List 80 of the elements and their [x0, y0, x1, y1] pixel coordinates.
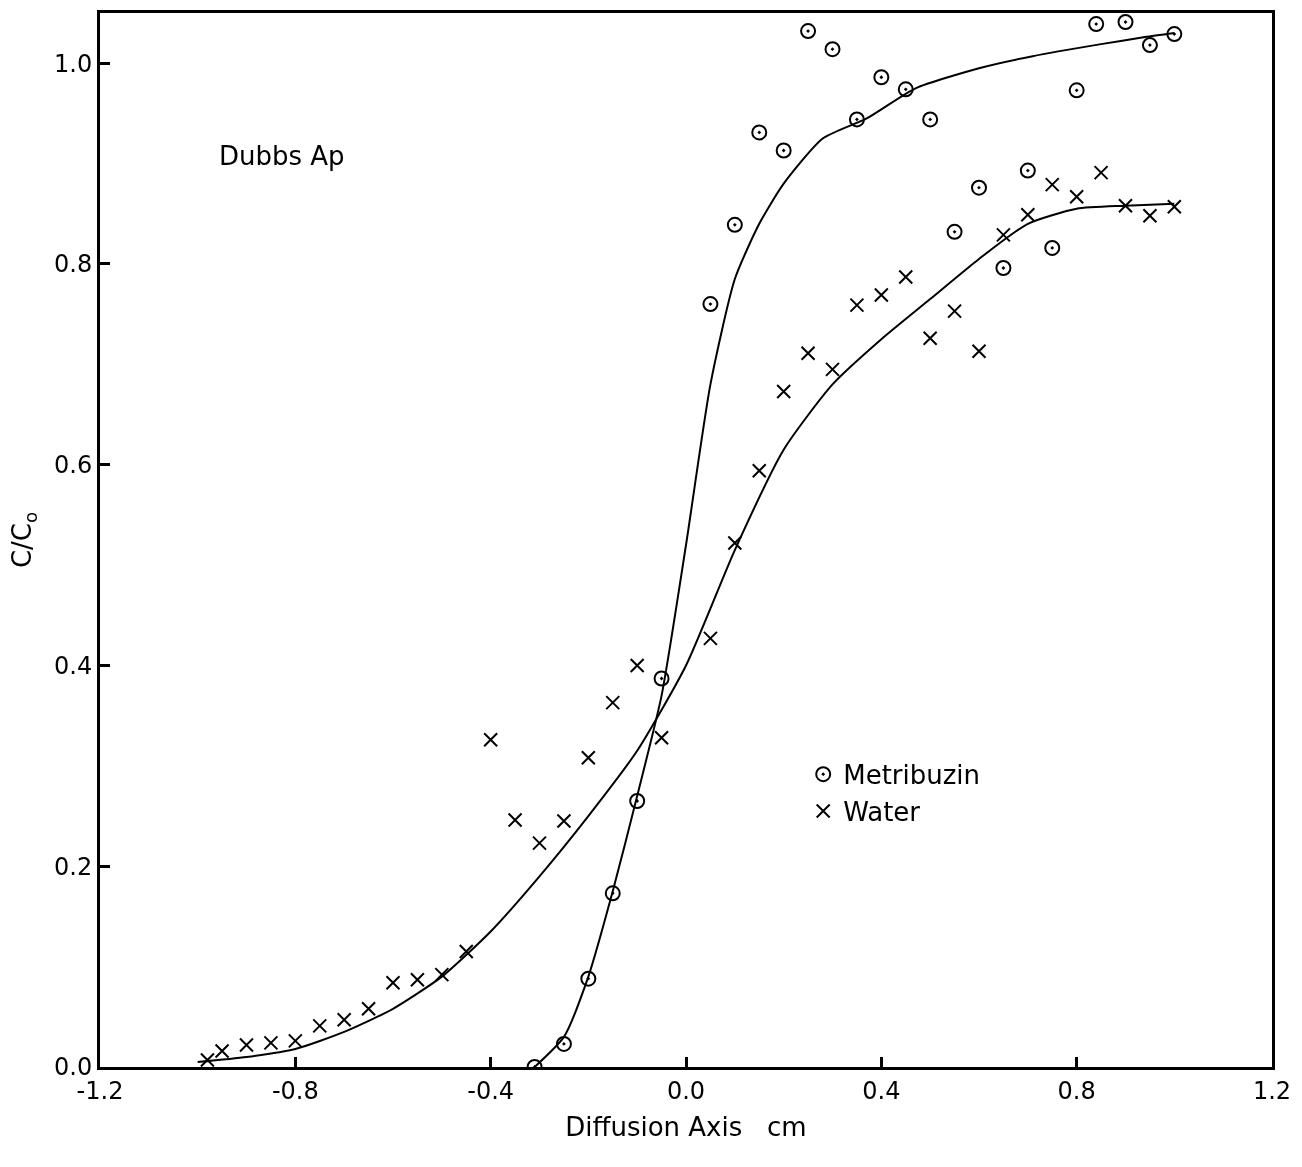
legend-label: Metribuzin: [843, 760, 981, 791]
x-tick-label: 1.2: [1252, 1076, 1292, 1105]
point: [922, 111, 939, 128]
point: [199, 1052, 215, 1067]
x-tick-label: -0.8: [271, 1076, 319, 1105]
y-tick-label: 0.6: [54, 451, 93, 480]
point: [239, 1037, 254, 1053]
point: [1141, 37, 1158, 54]
point: [922, 330, 938, 346]
x-tick-label: 0.8: [1057, 1076, 1096, 1105]
point: [1117, 14, 1134, 31]
legend-label: Water: [843, 797, 921, 828]
point: [385, 975, 401, 991]
x-tick-label: 0.4: [862, 1076, 901, 1105]
point: [898, 269, 914, 285]
point: [532, 835, 547, 851]
point: [727, 535, 743, 551]
point: [776, 383, 792, 399]
point: [507, 812, 523, 828]
point: [1166, 199, 1182, 215]
point: [848, 111, 865, 128]
point: [1044, 177, 1060, 193]
point: [1020, 207, 1036, 223]
point: [263, 1035, 279, 1051]
point: [947, 303, 963, 319]
point: [1088, 16, 1105, 33]
point: [434, 967, 450, 983]
point: [287, 1033, 303, 1049]
point: [312, 1018, 328, 1034]
point: [995, 227, 1011, 243]
point: [873, 69, 890, 86]
point: [1118, 198, 1133, 214]
point: [604, 885, 621, 902]
point: [849, 297, 865, 313]
point: [214, 1043, 230, 1059]
point: [995, 259, 1012, 276]
point: [751, 124, 768, 141]
point: [580, 970, 597, 987]
point: [1069, 189, 1085, 205]
point: [629, 792, 646, 809]
point: [556, 813, 572, 829]
point: [409, 972, 425, 988]
y-tick-label: 1.0: [54, 49, 93, 78]
point: [483, 732, 499, 748]
y-tick-label: 0.8: [54, 250, 93, 279]
point: [726, 216, 743, 233]
point: [1068, 82, 1085, 99]
point: [897, 81, 914, 98]
point: [873, 287, 889, 303]
point: [458, 944, 474, 960]
point: [824, 41, 841, 58]
point: [702, 630, 718, 646]
point: [654, 730, 670, 746]
point: [751, 463, 767, 479]
point: [971, 179, 987, 196]
point: [605, 695, 621, 711]
point: [580, 750, 596, 766]
point: [946, 223, 963, 240]
point: [702, 296, 719, 313]
point: [1142, 208, 1158, 224]
x-axis-title: Diffusion Axis cm: [565, 1112, 807, 1143]
point: [336, 1012, 352, 1028]
point: [555, 1035, 572, 1052]
x-tick-label: 0.0: [666, 1076, 706, 1105]
point: [653, 670, 670, 687]
y-tick-label: 0.2: [54, 852, 93, 881]
point: [971, 343, 987, 359]
point: [1019, 162, 1036, 179]
point: [1044, 239, 1061, 256]
point: [775, 142, 792, 159]
point: [629, 657, 645, 673]
point: [800, 345, 816, 361]
point: [1166, 26, 1183, 43]
point: [825, 361, 840, 377]
annotation: Dubbs Ap: [219, 141, 345, 171]
x-tick-label: -0.4: [467, 1076, 515, 1105]
point: [1093, 165, 1109, 181]
point: [800, 23, 817, 40]
point: [361, 1001, 377, 1017]
y-tick-label: 0.4: [54, 651, 93, 680]
